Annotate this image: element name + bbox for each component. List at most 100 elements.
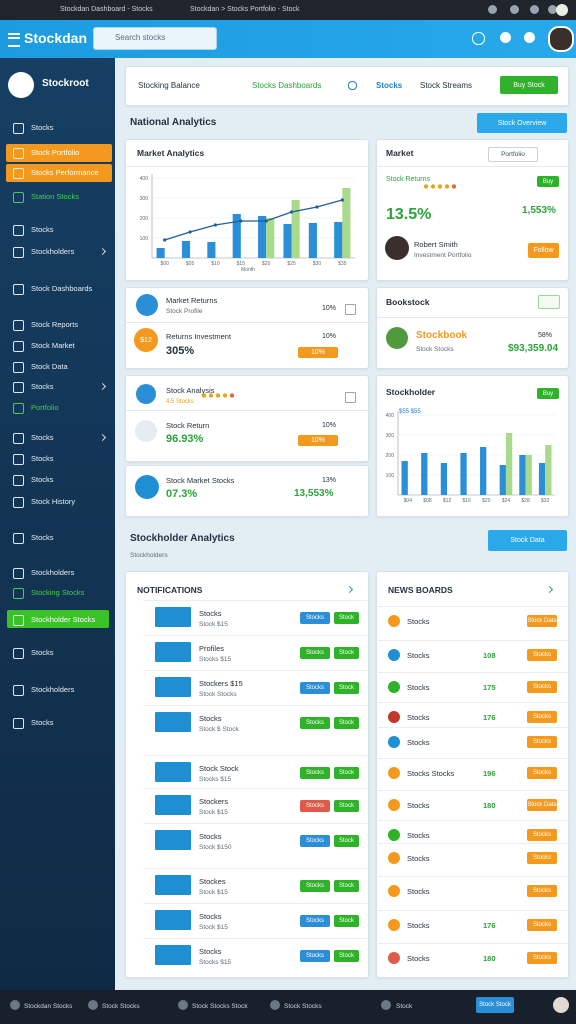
- icon: [13, 382, 24, 393]
- nav-item[interactable]: Stocks Performance: [31, 168, 99, 177]
- button[interactable]: Stocks: [527, 736, 557, 748]
- x-tick-label: $24: [502, 498, 511, 504]
- nav-item[interactable]: Stock Reports: [31, 320, 79, 329]
- nav-item[interactable]: Stocking Stocks: [31, 588, 85, 597]
- button[interactable]: Buy: [537, 176, 559, 187]
- nav-item[interactable]: Stocks: [31, 433, 54, 442]
- row-name: Stocks: [407, 683, 430, 692]
- nav-item[interactable]: Stockholders: [31, 685, 75, 694]
- button[interactable]: Stock: [334, 612, 359, 624]
- nav-item[interactable]: Station Stocks: [31, 192, 79, 201]
- icon: [388, 681, 400, 693]
- button[interactable]: Stocks: [300, 767, 330, 779]
- button[interactable]: Stocks: [300, 915, 330, 927]
- footer-item: Stock Stocks Stock: [192, 1003, 248, 1010]
- divider: [143, 903, 367, 904]
- nav-item[interactable]: Stock History: [31, 497, 76, 506]
- x-tick-label: $28: [521, 498, 530, 504]
- button[interactable]: Stock Data: [527, 615, 557, 627]
- nav-item[interactable]: Stocks: [31, 533, 54, 542]
- button[interactable]: Stocks: [527, 829, 557, 841]
- icon: [155, 607, 191, 627]
- icon: [388, 711, 400, 723]
- bar: [266, 218, 275, 258]
- button[interactable]: Stock: [334, 717, 359, 729]
- button[interactable]: Buy: [537, 388, 559, 399]
- nav-item[interactable]: Stocks: [31, 382, 54, 391]
- nav-item[interactable]: Stock Market: [31, 341, 75, 350]
- button[interactable]: Stocks: [300, 880, 330, 892]
- nav-item[interactable]: Stocks: [31, 454, 54, 463]
- card-title: Stock Analysis: [166, 386, 215, 395]
- icon: [155, 712, 191, 732]
- button[interactable]: Stock: [334, 682, 359, 694]
- line-point: [188, 230, 192, 234]
- row-value: 176: [483, 713, 496, 722]
- icon: [388, 885, 400, 897]
- value: 07.3%: [166, 488, 198, 500]
- button[interactable]: Stock: [334, 915, 359, 927]
- divider: [376, 640, 569, 641]
- button[interactable]: Stocks: [300, 950, 330, 962]
- divider: [125, 166, 369, 167]
- button[interactable]: Buy Stock: [500, 76, 558, 94]
- nav-item[interactable]: Stocks: [31, 718, 54, 727]
- icon: [13, 718, 24, 729]
- nav-item[interactable]: Stockholder Stocks: [31, 615, 96, 624]
- divider: [376, 876, 569, 877]
- nav-item[interactable]: Stocks: [31, 123, 54, 132]
- nav-item[interactable]: Stockholders: [31, 247, 75, 256]
- button[interactable]: 10%: [298, 347, 338, 358]
- bar: [334, 222, 343, 258]
- button[interactable]: Stocks: [527, 649, 557, 661]
- nav-item[interactable]: Stocks: [31, 648, 54, 657]
- nav-item[interactable]: Stock Data: [31, 362, 68, 371]
- button[interactable]: Stocks: [527, 852, 557, 864]
- row-name: Stocks: [407, 801, 430, 810]
- button[interactable]: Stocks: [527, 885, 557, 897]
- button[interactable]: 10%: [298, 435, 338, 446]
- button[interactable]: Stock Data: [527, 799, 557, 811]
- button[interactable]: Stock: [334, 880, 359, 892]
- nav-item[interactable]: Stocks: [31, 475, 54, 484]
- nav-item[interactable]: Stock Dashboards: [31, 284, 93, 293]
- button[interactable]: Stocks: [300, 835, 330, 847]
- button[interactable]: Stocks: [527, 919, 557, 931]
- icon: [388, 799, 400, 811]
- button[interactable]: Stock: [334, 835, 359, 847]
- button[interactable]: Stocks: [300, 717, 330, 729]
- button[interactable]: Stock: [334, 800, 359, 812]
- x-tick-label: $30: [313, 261, 322, 267]
- label: Stock Market Stocks: [166, 476, 235, 485]
- button[interactable]: Stocks: [527, 711, 557, 723]
- button[interactable]: Follow: [528, 243, 559, 258]
- card: [125, 139, 369, 281]
- row-name: Stocks: [407, 831, 430, 840]
- icon: [155, 945, 191, 965]
- nav-item[interactable]: Stock Portfolio: [31, 148, 80, 157]
- button[interactable]: Stock Overview: [477, 113, 567, 133]
- line-point: [340, 198, 344, 202]
- button[interactable]: Stocks: [300, 800, 330, 812]
- search-box[interactable]: [93, 27, 217, 50]
- person-role: Investment Portfolio: [414, 252, 472, 259]
- button[interactable]: Stocks: [527, 681, 557, 693]
- y-tick-label: 400: [386, 413, 395, 419]
- button[interactable]: Stocks: [527, 767, 557, 779]
- button[interactable]: Stock: [334, 767, 359, 779]
- button[interactable]: Stock: [334, 950, 359, 962]
- nav-highlight: [7, 610, 109, 628]
- button[interactable]: Stocks: [300, 682, 330, 694]
- nav-item[interactable]: Stocks: [31, 225, 54, 234]
- sidebar: [0, 58, 115, 990]
- button[interactable]: Stock: [334, 647, 359, 659]
- nav-item[interactable]: Portfolio: [31, 403, 59, 412]
- button[interactable]: Stocks: [527, 952, 557, 964]
- nav-item[interactable]: Stockholders: [31, 568, 75, 577]
- button[interactable]: Stocks: [300, 612, 330, 624]
- button[interactable]: Portfolio: [488, 147, 538, 162]
- button[interactable]: Stock Data: [488, 530, 567, 551]
- button[interactable]: Stocks: [300, 647, 330, 659]
- button[interactable]: Stock Stock: [476, 997, 514, 1013]
- axis-title: Month: [241, 267, 255, 273]
